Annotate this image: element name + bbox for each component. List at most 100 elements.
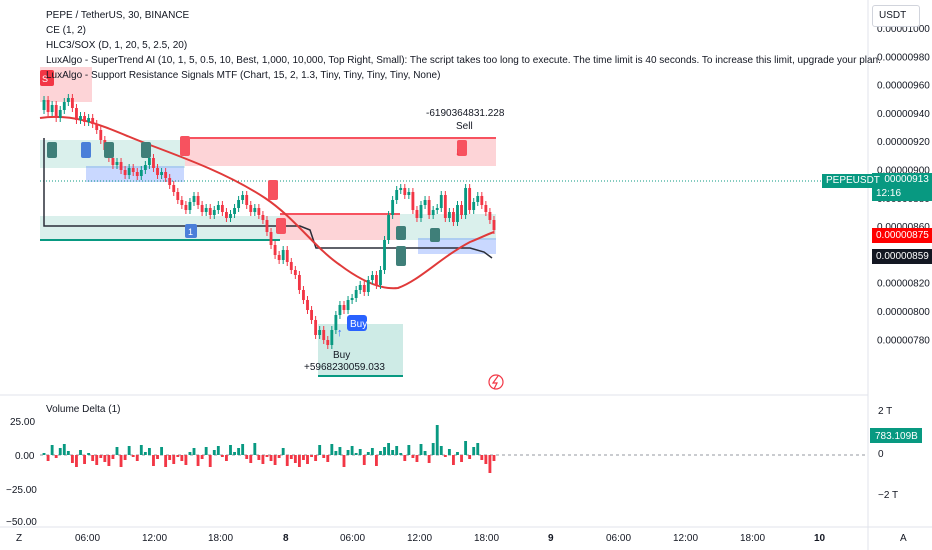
indicator-supertrend-ai[interactable]: LuxAlgo - SuperTrend AI (10, 1, 5, 0.5, … [46,55,881,66]
blue-zone-left [86,166,184,182]
candle-body [302,290,305,300]
lightning-icon[interactable] [488,374,504,390]
volume-delta-bar [395,446,399,455]
candle-body [366,280,370,292]
candle-body [281,250,285,260]
candle-body [156,168,159,175]
volume-delta-bar [391,450,395,455]
price-tick-label: 0.00000860 [877,222,930,233]
candle-body [488,212,492,220]
indicator-ce[interactable]: CE (1, 2) [46,25,87,36]
volume-delta-bar [443,455,447,457]
badge-1 [185,224,197,238]
volume-delta-bar [143,452,147,455]
volume-delta-bar [464,441,468,455]
candle-body [208,208,212,215]
candle-body [358,285,362,290]
buy-badge-text: Buy [350,319,367,330]
volume-delta-bar [225,455,228,461]
symbol-title[interactable]: PEPE / TetherUS, 30, BINANCE [46,10,190,21]
indicator-hlc3-sox[interactable]: HLC3/SOX (D, 1, 20, 5, 2.5, 20) [46,40,188,51]
candle-body [131,168,135,172]
volume-delta-bar [460,455,463,462]
candle-body [79,116,82,120]
chart-legend: PEPE / TetherUS, 30, BINANCE CE (1, 2) H… [46,8,881,83]
support-zone-mid [40,216,280,240]
time-axis[interactable]: Z 06:00 12:00 18:00 8 06:00 12:00 18:00 … [16,533,907,544]
volume-delta-bar [147,448,151,455]
candle-body [310,310,313,320]
candle-body [143,165,147,170]
last-price-value: 0.00000913 [876,174,929,185]
time-label: 18:00 [208,533,233,544]
volume-delta-bar [435,425,439,455]
vol-right-tick: 0 [878,449,884,460]
candle-body [447,212,451,218]
volume-delta-bar [407,445,411,455]
candle-body [460,205,463,215]
volume-delta-bar [172,455,176,464]
time-label: 8 [283,533,289,544]
price-tick-label: 0.00000960 [877,81,930,92]
badge-red-4 [457,140,467,156]
volume-delta-bar [334,451,338,455]
volume-delta-bar [330,444,334,455]
badge-teal-4 [396,226,406,240]
volume-delta-bar [374,455,378,466]
candle-body [111,158,115,165]
candle-body [261,215,265,220]
volume-delta-bar [326,455,330,462]
candle-body [184,205,188,210]
volume-delta-bar [253,443,257,455]
time-axis-corner-left[interactable]: Z [16,533,22,544]
volume-delta-bar [184,455,188,465]
sell-value-text: -6190364831.228 [426,108,505,119]
candle-body [306,300,309,310]
volume-delta-bar [87,453,91,455]
volume-delta-bar [322,455,326,458]
candle-body [314,320,318,335]
candle-body [172,185,176,192]
candle-body [95,124,99,130]
candle-body [399,188,403,190]
volume-delta-bar [196,455,200,466]
time-label: 10 [814,533,826,544]
volume-delta-bar [46,455,50,461]
candle-body [415,210,419,218]
badge-red-3 [276,218,286,234]
time-axis-corner-right[interactable]: A [900,533,907,544]
price-tick-label: 0.00000820 [877,279,930,290]
sell-label: Sell [456,121,473,132]
indicator-support-resistance[interactable]: LuxAlgo - Support Resistance Signals MTF… [46,70,441,81]
volume-delta-bar [314,455,318,461]
volume-delta-bar [346,450,350,455]
volume-delta-bar [484,455,488,464]
volume-delta-bar [387,443,391,455]
candle-body [229,214,232,218]
ticker-label: PEPEUSDT [822,174,884,188]
buy-badge[interactable] [347,315,367,331]
volume-delta-bar [403,455,407,461]
candle-body [476,196,480,202]
time-label: 12:00 [407,533,432,544]
volume-delta-bar [285,455,289,466]
resistance-zone-top [185,138,496,166]
candle-body [233,208,236,214]
volume-delta-bar [127,446,131,455]
vol-right-tick: −2 T [878,490,898,501]
volume-delta-bar [342,455,346,467]
candle-body [439,195,443,208]
candle-body [237,200,241,208]
volume-delta-title[interactable]: Volume Delta (1) [46,404,121,415]
volume-delta-bar [42,453,46,455]
candle-body [58,110,62,118]
candle-body [322,330,326,340]
currency-button[interactable]: USDT [872,5,920,27]
badge-1-text: 1 [188,227,193,237]
volume-delta-bar [241,444,245,455]
candle-body [318,330,322,335]
candle-body [435,208,439,210]
volume-delta-bar [204,447,208,455]
volume-delta-bar [135,455,139,461]
